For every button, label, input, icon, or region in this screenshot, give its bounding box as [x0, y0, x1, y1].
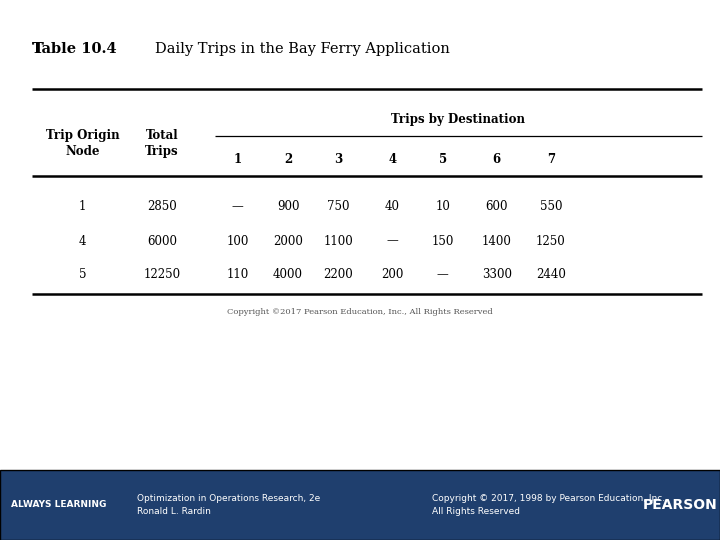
Text: Total
Trips: Total Trips: [145, 129, 179, 158]
Text: 4000: 4000: [273, 268, 303, 281]
Text: 6: 6: [492, 153, 501, 166]
Text: —: —: [437, 268, 449, 281]
Text: 900: 900: [276, 200, 300, 213]
Text: 2850: 2850: [147, 200, 177, 213]
Text: Optimization in Operations Research, 2e
Ronald L. Rardin: Optimization in Operations Research, 2e …: [137, 494, 320, 516]
Text: 7: 7: [546, 153, 555, 166]
Text: 100: 100: [226, 234, 249, 247]
Text: 5: 5: [438, 153, 447, 166]
Text: —: —: [387, 234, 398, 247]
Text: T: T: [32, 42, 43, 56]
Text: 6000: 6000: [147, 234, 177, 247]
Text: PEARSON: PEARSON: [643, 498, 718, 512]
Text: —: —: [232, 200, 243, 213]
Text: 40: 40: [385, 200, 400, 213]
Text: 200: 200: [381, 268, 404, 281]
Text: 110: 110: [227, 268, 248, 281]
Text: Copyright © 2017, 1998 by Pearson Education, Inc.
All Rights Reserved: Copyright © 2017, 1998 by Pearson Educat…: [432, 494, 665, 516]
Text: 2: 2: [284, 153, 292, 166]
Text: 3300: 3300: [482, 268, 512, 281]
Text: 2440: 2440: [536, 268, 566, 281]
Text: 1100: 1100: [323, 234, 354, 247]
Text: 12250: 12250: [143, 268, 181, 281]
Text: 1400: 1400: [482, 234, 512, 247]
Text: 2200: 2200: [323, 268, 354, 281]
Text: Trips by Destination: Trips by Destination: [391, 113, 526, 126]
Text: 1: 1: [79, 200, 86, 213]
Text: 4: 4: [388, 153, 397, 166]
Text: 2000: 2000: [273, 234, 303, 247]
Text: 10: 10: [436, 200, 450, 213]
Text: 3: 3: [334, 153, 343, 166]
Text: 1250: 1250: [536, 234, 566, 247]
Text: Copyright ©2017 Pearson Education, Inc., All Rights Reserved: Copyright ©2017 Pearson Education, Inc.,…: [227, 308, 493, 316]
Text: 1: 1: [233, 153, 242, 166]
Text: 150: 150: [431, 234, 454, 247]
Text: 5: 5: [79, 268, 86, 281]
Text: 600: 600: [485, 200, 508, 213]
Text: Daily Trips in the Bay Ferry Application: Daily Trips in the Bay Ferry Application: [155, 42, 450, 56]
Text: Trip Origin
Node: Trip Origin Node: [46, 129, 120, 158]
Text: Table 10.4: Table 10.4: [32, 42, 117, 56]
Text: 750: 750: [327, 200, 350, 213]
Text: 4: 4: [79, 234, 86, 247]
Text: 550: 550: [539, 200, 562, 213]
Text: ALWAYS LEARNING: ALWAYS LEARNING: [11, 501, 106, 509]
